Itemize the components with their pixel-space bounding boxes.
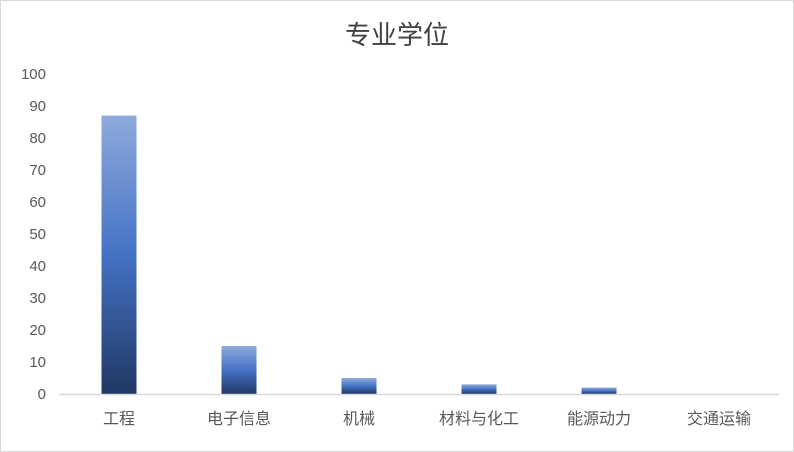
bar-材料与化工 [461,384,497,394]
y-tick-label: 0 [38,386,46,403]
x-tick-label: 能源动力 [567,409,631,428]
bar-电子信息 [221,346,257,394]
y-tick-label: 40 [29,258,46,275]
x-tick-label: 工程 [103,409,135,428]
y-tick-label: 60 [29,194,46,211]
y-tick-label: 80 [29,130,46,147]
bar-机械 [341,378,377,394]
chart-title: 专业学位 [344,21,449,51]
x-tick-label: 电子信息 [207,409,271,428]
y-tick-label: 20 [29,322,46,339]
x-tick-label: 机械 [343,409,375,428]
y-tick-label: 70 [29,162,46,179]
bar-能源动力 [581,387,617,394]
y-tick-label: 100 [21,66,46,83]
y-tick-label: 30 [29,290,46,307]
y-tick-label: 50 [29,226,46,243]
x-tick-label: 材料与化工 [439,409,519,428]
x-tick-label: 交通运输 [687,409,751,428]
bar-工程 [101,115,137,394]
y-tick-label: 10 [29,354,46,371]
y-tick-label: 90 [29,98,46,115]
